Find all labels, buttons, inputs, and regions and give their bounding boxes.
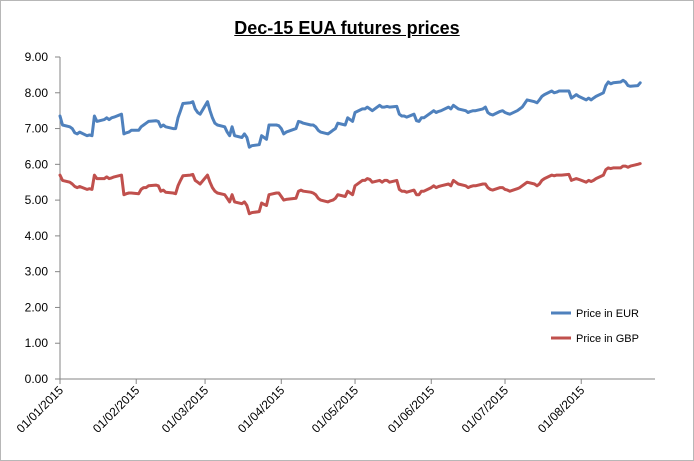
series-line-gbp [58, 162, 642, 216]
y-tick-label: 0.00 [25, 372, 49, 386]
x-tick-label: 01/04/2015 [235, 383, 288, 436]
y-axis: 0.00 1.00 2.00 3.00 4.00 5.00 6.00 7.00 8.00 9.00 [25, 50, 61, 386]
x-tick-label: 01/03/2015 [159, 383, 212, 436]
x-tick-label: 01/06/2015 [385, 383, 438, 436]
series-lines [58, 78, 642, 216]
legend-label: Price in EUR [576, 308, 639, 320]
y-tick-label: 8.00 [25, 86, 49, 100]
y-tick-label: 2.00 [25, 300, 49, 314]
y-tick-label: 9.00 [25, 50, 49, 64]
y-tick-label: 7.00 [25, 122, 49, 136]
x-tick-label: 01/05/2015 [309, 383, 362, 436]
legend-label: Price in GBP [576, 333, 639, 345]
y-tick-label: 4.00 [25, 229, 49, 243]
x-tick-label: 01/02/2015 [90, 383, 143, 436]
series-line-eur [58, 78, 642, 149]
x-tick-label: 01/07/2015 [459, 383, 512, 436]
y-tick-label: 1.00 [25, 336, 49, 350]
x-tick-label: 01/01/2015 [14, 383, 67, 436]
chart-title: Dec-15 EUA futures prices [234, 18, 460, 38]
y-tick-label: 5.00 [25, 193, 49, 207]
x-tick-label: 01/08/2015 [535, 383, 588, 436]
legend: Price in EUR Price in GBP [551, 308, 639, 345]
x-axis: 01/01/2015 01/02/2015 01/03/2015 01/04/2015… [14, 378, 655, 436]
y-tick-label: 6.00 [25, 157, 49, 171]
y-tick-label: 3.00 [25, 265, 49, 279]
